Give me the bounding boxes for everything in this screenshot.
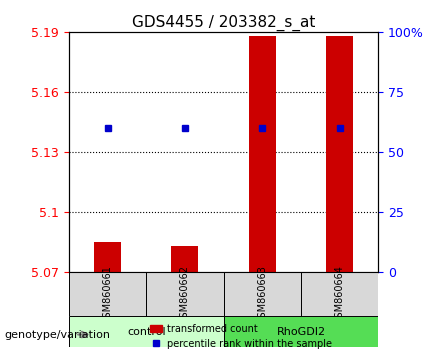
Bar xyxy=(94,242,121,272)
FancyBboxPatch shape xyxy=(146,272,224,316)
FancyBboxPatch shape xyxy=(224,316,378,347)
Legend: transformed count, percentile rank within the sample: transformed count, percentile rank withi… xyxy=(146,320,335,353)
FancyBboxPatch shape xyxy=(301,272,378,316)
Text: GSM860662: GSM860662 xyxy=(180,265,190,324)
Bar xyxy=(171,246,198,272)
FancyBboxPatch shape xyxy=(69,272,146,316)
Text: GSM860664: GSM860664 xyxy=(335,265,345,324)
Text: control: control xyxy=(127,327,166,337)
Text: GSM860661: GSM860661 xyxy=(102,265,113,324)
Text: genotype/variation: genotype/variation xyxy=(4,330,111,339)
Text: GSM860663: GSM860663 xyxy=(257,265,267,324)
Bar xyxy=(249,36,276,272)
FancyBboxPatch shape xyxy=(69,316,224,347)
Title: GDS4455 / 203382_s_at: GDS4455 / 203382_s_at xyxy=(132,14,315,30)
Bar xyxy=(326,36,353,272)
Text: RhoGDI2: RhoGDI2 xyxy=(276,327,326,337)
FancyBboxPatch shape xyxy=(224,272,301,316)
